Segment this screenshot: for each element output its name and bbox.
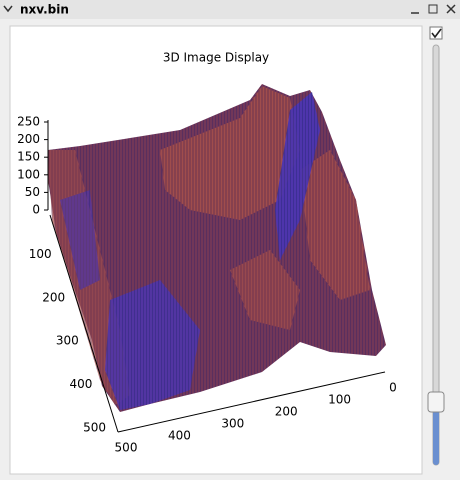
x-axis	[117, 371, 386, 433]
z-tick-label: 150	[17, 150, 40, 164]
y-tick-label: 300	[56, 334, 79, 348]
x-tick-label: 100	[328, 393, 351, 407]
z-tick-label: 50	[25, 185, 40, 199]
y-tick-label: 100	[29, 247, 52, 261]
z-tick-label: 100	[17, 167, 40, 181]
slider-fill	[433, 402, 439, 465]
close-button[interactable]	[446, 4, 456, 14]
x-tick-label: 400	[168, 429, 191, 443]
x-tick-label: 200	[275, 405, 298, 419]
maximize-button[interactable]	[428, 4, 438, 14]
x-tick-label: 300	[221, 417, 244, 431]
plot-title: 3D Image Display	[163, 51, 269, 65]
z-tick-label: 250	[17, 115, 40, 129]
y-axis	[49, 214, 119, 433]
slider-handle[interactable]	[427, 391, 445, 413]
y-tick-label: 400	[69, 377, 92, 391]
y-tick-label: 500	[83, 421, 106, 435]
surface	[48, 84, 386, 412]
window-title: nxv.bin	[20, 3, 69, 17]
checkbox[interactable]	[429, 26, 443, 40]
z-tick-label: 0	[32, 203, 40, 217]
title-bar	[0, 0, 460, 19]
x-tick-label: 500	[115, 441, 138, 455]
x-tick-label: 0	[389, 381, 397, 395]
y-tick-label: 200	[42, 290, 65, 304]
z-tick-label: 200	[17, 132, 40, 146]
checkbox-mark	[431, 28, 442, 39]
menu-icon[interactable]	[3, 5, 13, 13]
